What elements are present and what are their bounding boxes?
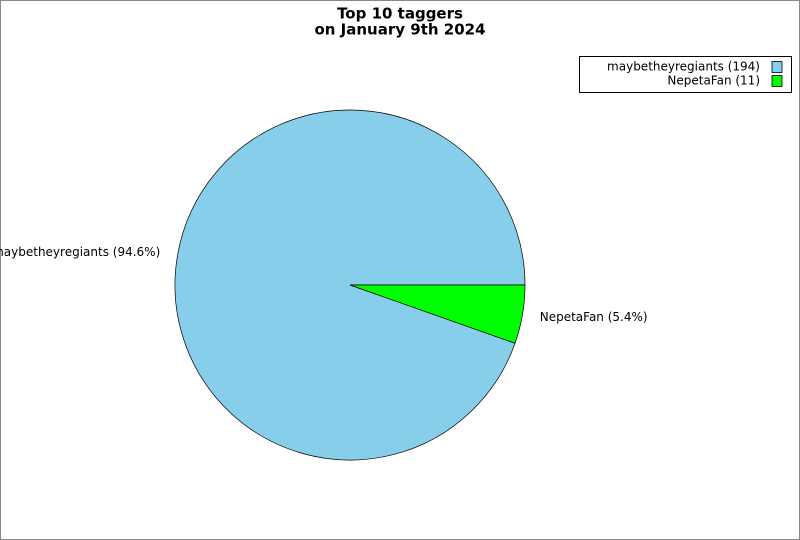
pie-slice (349, 284, 526, 344)
slice-label: maybetheyregiants (94.6%) (0, 245, 160, 259)
chart-subtitle: on January 9th 2024 (314, 21, 485, 39)
legend-label: maybetheyregiants (194) (607, 60, 760, 74)
legend-swatch (771, 61, 783, 73)
chart-title: Top 10 taggers (337, 5, 463, 23)
legend-box (579, 56, 792, 93)
slice-label: NepetaFan (5.4%) (540, 310, 648, 324)
legend-swatch (771, 75, 783, 87)
legend-label: NepetaFan (11) (667, 74, 760, 88)
